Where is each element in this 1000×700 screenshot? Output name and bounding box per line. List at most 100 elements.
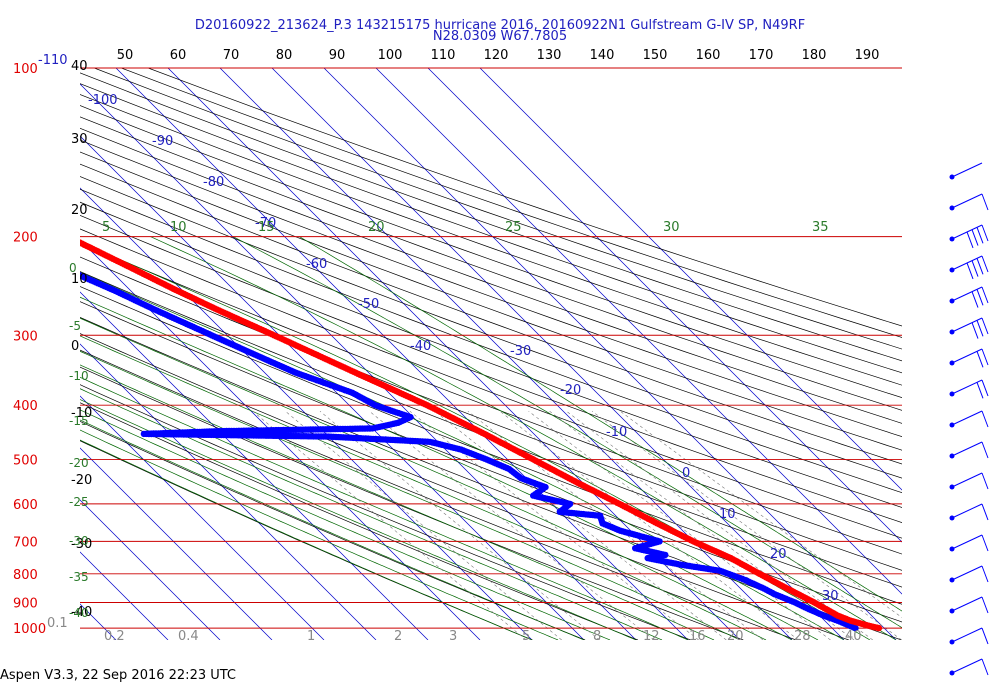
dry-adiabat-line: [80, 151, 902, 451]
wind-barb-shaft: [951, 658, 983, 674]
isotherm-label: 10: [719, 507, 736, 522]
wind-barb-shaft: [951, 317, 983, 333]
dewpoint-point: [24, 250, 30, 256]
moist-adiabat-line: [80, 388, 663, 640]
chart-title: D20160922_213624_P.3 143215175 hurricane…: [195, 18, 805, 33]
isotherm-line: [80, 135, 585, 640]
wind-barb-shaft: [951, 193, 983, 209]
top-scale-label: 130: [537, 48, 562, 63]
dewpoint-point: [35, 255, 41, 261]
top-left-isotherm-label: -110: [38, 53, 68, 68]
dewpoint-point: [41, 257, 47, 263]
dry-adiabat-line: [80, 366, 744, 640]
mixing-ratio-line: [409, 410, 699, 640]
pressure-label: 400: [13, 399, 38, 414]
top-scale-label: 80: [276, 48, 293, 63]
wind-barb-flag: [981, 255, 989, 273]
wind-barb-shaft: [951, 503, 983, 519]
wind-barb-flag: [976, 258, 984, 275]
isotherm-label: 0: [682, 466, 690, 481]
wind-barb-flag: [971, 322, 979, 339]
moist-adiabat-label: 10: [170, 220, 187, 235]
isotherm-label: -60: [306, 257, 327, 272]
dry-adiabat-line: [80, 242, 902, 555]
isotherm-line: [80, 395, 325, 640]
wind-barb-flag: [971, 291, 979, 308]
dewpoint-point: [48, 260, 54, 266]
dewpoint-point: [6, 242, 12, 248]
isotherm-line: [0, 68, 64, 640]
wind-barb-shaft: [951, 162, 983, 178]
wind-barb-shaft: [951, 348, 983, 364]
wind-barb-flag: [981, 534, 989, 552]
isotherm-label: 20: [770, 547, 787, 562]
isotherm-label: -20: [560, 383, 581, 398]
pressure-label: 300: [13, 329, 38, 344]
dry-adiabat-line: [80, 384, 691, 640]
moist-adiabat-line: [80, 335, 767, 640]
mixing-ratio-line: [499, 410, 799, 640]
mixing-ratio-line: [252, 410, 527, 640]
dewpoint-point: [44, 258, 50, 264]
left-scale-label: 0: [71, 339, 79, 354]
wind-barb-flag: [966, 262, 974, 280]
wind-barb-flag: [971, 229, 979, 246]
left-moist-label: -20: [69, 456, 89, 470]
temperature-point: [60, 231, 66, 237]
mixing-ratio-line: [434, 410, 727, 640]
wind-barb-shaft: [951, 286, 983, 302]
dewpoint-point: [0, 237, 1, 243]
left-scale-label: -30: [71, 537, 92, 552]
label-layer: D20160922_213624_P.3 143215175 hurricane…: [13, 18, 879, 644]
wind-barb-flag: [981, 503, 989, 521]
dry-adiabat-line: [80, 188, 902, 494]
moist-adiabat-line: [80, 271, 845, 640]
pressure-label: 700: [13, 535, 38, 550]
isotherm-label: -80: [203, 175, 224, 190]
moist-adiabat-line: [80, 399, 637, 640]
moist-adiabat-line: [80, 376, 689, 640]
top-scale-label: 110: [431, 48, 456, 63]
dewpoint-point: [50, 261, 56, 267]
mixing-ratio-label: 12: [643, 629, 660, 644]
moist-adiabat-label: 20: [368, 220, 385, 235]
temperature-point: [64, 233, 70, 239]
wind-barb-flag: [981, 410, 989, 428]
moist-adiabat-line: [150, 236, 897, 640]
moist-adiabat-line: [80, 429, 559, 640]
wind-barb-flag: [976, 382, 984, 399]
pressure-label: 500: [13, 454, 38, 469]
wind-barb-flag: [981, 193, 989, 211]
wind-barb-shaft: [951, 534, 983, 550]
isotherm-label: -50: [358, 297, 379, 312]
isotherm-label: -10: [606, 425, 627, 440]
temperature-point: [58, 230, 64, 236]
dry-adiabat-line: [80, 127, 902, 424]
wind-barb-flag: [981, 627, 989, 645]
moist-adiabat-line: [80, 364, 715, 640]
dry-adiabat-line: [80, 116, 902, 411]
wind-barb-flag: [976, 320, 984, 337]
isotherm-line: [80, 499, 221, 640]
dewpoint-point: [80, 272, 81, 277]
pressure-label: 900: [13, 597, 38, 612]
dewpoint-point: [39, 256, 45, 262]
temperature-point: [71, 236, 77, 242]
dewpoint-point: [26, 251, 32, 257]
temperature-point: [80, 239, 82, 245]
pressure-label: 1000: [13, 622, 46, 637]
wind-barb-flag: [981, 224, 989, 242]
isotherm-line: [323, 68, 897, 640]
moist-adiabat-label: 5: [102, 220, 110, 235]
dewpoint-point: [37, 255, 43, 261]
top-scale-label: 150: [643, 48, 668, 63]
isotherm-line: [427, 68, 902, 543]
top-scale-label: 50: [117, 48, 134, 63]
wind-barb-flag: [981, 472, 989, 490]
dewpoint-point: [55, 263, 61, 269]
isotherm-line: [0, 68, 12, 640]
pressure-label: 800: [13, 568, 38, 583]
left-moist-label: 0: [69, 261, 77, 275]
wind-barb-shaft: [951, 472, 983, 488]
